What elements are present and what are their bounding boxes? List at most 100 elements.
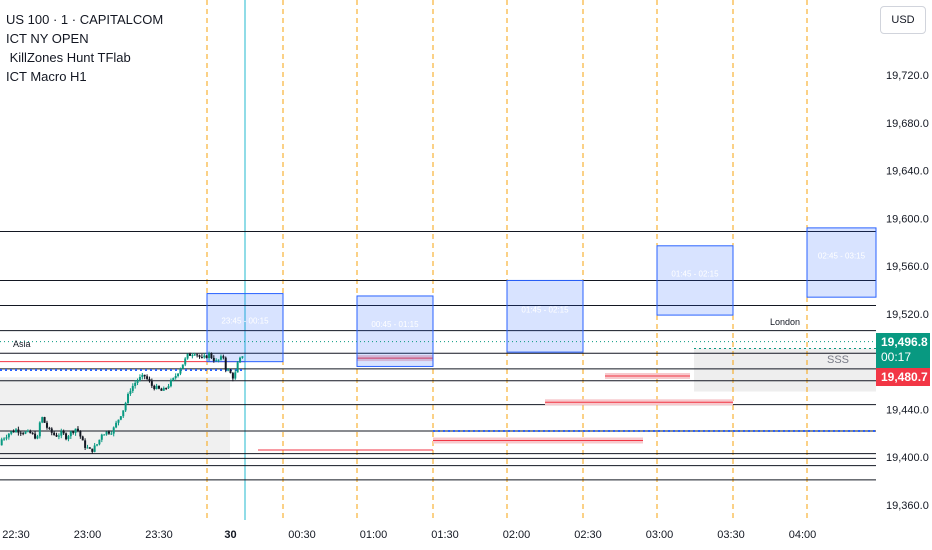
indicator-ict-macro[interactable]: ICT Macro H1 xyxy=(6,69,87,84)
candle-body xyxy=(236,362,239,373)
candle-body xyxy=(188,353,191,356)
time-tick-label: 22:30 xyxy=(2,529,30,541)
candle-body xyxy=(15,429,17,433)
candle-body xyxy=(160,388,163,391)
candle-body xyxy=(48,427,51,429)
candle-body xyxy=(177,373,180,376)
macro-box xyxy=(656,245,734,316)
macro-boxes: 23:45 - 00:15 00:45 - 01:15 01:45 - 02:15 0… xyxy=(206,227,877,367)
candle-body xyxy=(81,436,84,441)
candle-body xyxy=(210,353,213,358)
macro-box-label: 02:45 - 03:15 xyxy=(818,252,866,261)
candle-body xyxy=(124,402,127,411)
time-tick-label: 04:00 xyxy=(789,529,817,541)
time-tick-label: 02:30 xyxy=(574,529,602,541)
time-tick-label: 02:00 xyxy=(503,529,531,541)
candle-body xyxy=(186,353,189,359)
candle-body xyxy=(203,355,206,358)
candle-body xyxy=(117,419,120,423)
candle-body xyxy=(200,356,203,358)
candle-body xyxy=(24,431,27,434)
currency-button[interactable]: USD xyxy=(880,6,926,34)
candle-body xyxy=(184,358,187,365)
candle-body xyxy=(26,430,29,432)
candle-body xyxy=(196,354,199,356)
candle-body xyxy=(60,431,63,436)
candle-body xyxy=(96,444,99,446)
indicator-killzones[interactable]: KillZones Hunt TFlab xyxy=(6,50,131,65)
candle-body xyxy=(29,430,32,434)
symbol-title[interactable]: US 100 · 1 · CAPITALCOM xyxy=(6,12,164,27)
candle-body xyxy=(198,355,201,357)
candle-body xyxy=(76,428,79,431)
price-tick-label: 19,560.0 xyxy=(886,261,929,273)
time-tick-label: 03:00 xyxy=(646,529,674,541)
candle-body xyxy=(74,428,77,433)
macro-box-label: 01:45 - 02:15 xyxy=(671,269,719,278)
price-tick-label: 19,520.0 xyxy=(886,309,929,321)
chart-legend: US 100 · 1 · CAPITALCOM ICT NY OPEN Kill… xyxy=(6,10,163,86)
candle-body xyxy=(53,432,56,435)
candle-body xyxy=(205,355,208,359)
candle-body xyxy=(172,378,175,381)
macro-box xyxy=(206,293,284,363)
price-tick-label: 19,400.0 xyxy=(886,452,929,464)
candle-body xyxy=(34,433,37,439)
candle-body xyxy=(153,385,156,390)
london-session-box xyxy=(694,348,876,392)
time-tick-label: 00:30 xyxy=(288,529,316,541)
candle-body xyxy=(127,393,130,403)
candle-body xyxy=(219,356,222,360)
secondary-price-tag: 19,480.7 xyxy=(876,368,930,386)
candle-body xyxy=(72,431,75,433)
candle-body xyxy=(193,354,196,356)
candle-body xyxy=(191,355,194,357)
indicator-ict-ny-open[interactable]: ICT NY OPEN xyxy=(6,31,89,46)
candle-body xyxy=(165,388,168,390)
candle-body xyxy=(231,373,234,379)
candle-body xyxy=(93,445,96,452)
candle-body xyxy=(162,388,165,391)
candlesticks xyxy=(0,351,244,454)
price-tick-label: 19,360.0 xyxy=(886,500,929,512)
london-box-fill xyxy=(694,348,876,392)
time-tick-label: 01:00 xyxy=(360,529,388,541)
candle-body xyxy=(100,434,103,440)
candle-body xyxy=(91,448,94,452)
bar-countdown: 00:17 xyxy=(881,350,912,364)
london-session-label: London xyxy=(770,317,800,327)
price-axis-background xyxy=(876,0,932,550)
candle-body xyxy=(65,433,68,440)
price-tick-label: 19,440.0 xyxy=(886,404,929,416)
candle-body xyxy=(17,429,20,433)
candle-body xyxy=(174,375,177,379)
macro-box-label: 00:45 - 01:15 xyxy=(371,320,419,329)
candle-body xyxy=(5,437,8,439)
current-price-value: 19,496.8 xyxy=(881,335,928,349)
candle-body xyxy=(62,431,65,434)
session-divider-lines xyxy=(206,0,808,520)
candle-body xyxy=(122,410,125,417)
candle-body xyxy=(50,428,53,433)
candle-body xyxy=(155,385,158,390)
macro-box-label: 01:45 - 02:15 xyxy=(521,305,569,314)
time-tick-label: 03:30 xyxy=(717,529,745,541)
candle-body xyxy=(241,356,244,358)
candle-body xyxy=(38,422,41,437)
time-tick-label: 30 xyxy=(224,529,236,541)
price-tick-label: 19,640.0 xyxy=(886,166,929,178)
candle-body xyxy=(22,433,25,435)
candle-body xyxy=(88,447,91,449)
candle-body xyxy=(55,434,58,437)
macro-box xyxy=(506,279,584,353)
candle-body xyxy=(208,353,211,359)
candle-body xyxy=(224,357,227,370)
sss-label: SSS xyxy=(827,354,849,366)
candle-body xyxy=(36,436,39,439)
candle-body xyxy=(115,422,118,428)
candle-body xyxy=(10,431,13,434)
candle-body xyxy=(84,440,87,448)
candle-body xyxy=(69,431,72,437)
candle-body xyxy=(143,374,146,377)
